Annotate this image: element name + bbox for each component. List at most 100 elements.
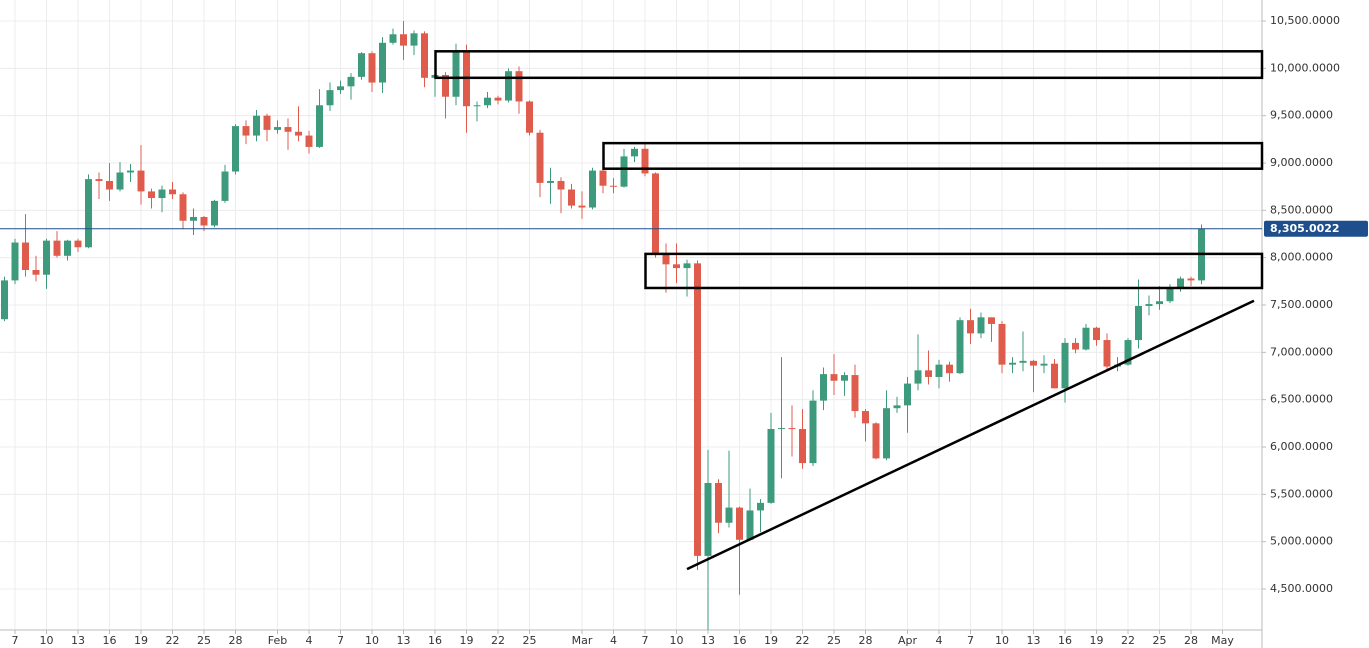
candle-body [872, 423, 880, 459]
x-tick-label: Mar [572, 634, 593, 647]
candle-body [851, 375, 859, 412]
x-tick-label: 16 [103, 634, 117, 647]
x-tick-label: Feb [268, 634, 287, 647]
candle-body [620, 156, 628, 187]
candle-body [242, 126, 250, 136]
price-zone [602, 141, 1264, 170]
candle-body [190, 216, 197, 221]
x-tick-label: 22 [166, 634, 180, 647]
x-tick-label: 13 [71, 634, 85, 647]
candle-body [799, 429, 806, 464]
candle-body [1072, 342, 1079, 350]
candle-body [746, 510, 754, 540]
candle-body [1177, 278, 1184, 288]
candle-body [11, 242, 19, 281]
candle-body [22, 242, 29, 270]
candle-body [337, 86, 344, 91]
candle-body [484, 97, 491, 106]
candle-body [914, 370, 922, 384]
candle-body [536, 132, 544, 183]
candle-body [305, 135, 313, 147]
candle-body [694, 263, 701, 556]
y-tick-label: 8,000.0000 [1270, 251, 1333, 264]
x-tick-label: 28 [1184, 634, 1198, 647]
candle-body [1, 280, 8, 320]
candle-body [32, 269, 40, 275]
candle-body [400, 34, 407, 46]
candle-body [64, 240, 71, 256]
candle-body [169, 189, 176, 195]
x-tick-label: 25 [827, 634, 841, 647]
candle-body [946, 364, 953, 374]
candle-body [74, 240, 82, 248]
candle-body [158, 189, 166, 199]
x-tick-label: 10 [995, 634, 1009, 647]
candle-body [221, 171, 229, 201]
x-tick-label: 10 [670, 634, 684, 647]
candle-body [662, 254, 670, 265]
x-tick-label: May [1211, 634, 1234, 647]
x-tick-label: 22 [796, 634, 810, 647]
candle-body [862, 411, 869, 424]
x-tick-label: 16 [733, 634, 747, 647]
candle-body [85, 179, 92, 248]
candle-body [326, 90, 334, 106]
candle-body [116, 172, 124, 190]
candle-body [1093, 327, 1100, 341]
candle-body [179, 194, 187, 221]
candle-body [389, 34, 397, 43]
y-tick-label: 7,000.0000 [1270, 345, 1333, 358]
candle-body [1030, 360, 1037, 366]
candle-body [1051, 363, 1058, 389]
x-tick-label: 13 [397, 634, 411, 647]
x-tick-label: 19 [134, 634, 148, 647]
candle-body [736, 507, 743, 540]
candle-body [1019, 360, 1027, 363]
candle-body [988, 317, 995, 324]
y-tick-label: 6,000.0000 [1270, 440, 1333, 453]
candle-body [284, 127, 292, 132]
y-tick-label: 9,500.0000 [1270, 109, 1333, 122]
candle-body [452, 51, 460, 97]
x-tick-label: 16 [428, 634, 442, 647]
candle-body [1040, 363, 1048, 366]
last-price-label: 8,305.0022 [1270, 222, 1340, 235]
x-tick-label: 28 [229, 634, 243, 647]
candle-body [148, 191, 155, 199]
candle-body [1061, 342, 1069, 389]
candle-body [379, 42, 386, 83]
candle-body [704, 482, 712, 556]
candle-body [127, 170, 134, 173]
candle-body [1135, 305, 1142, 341]
x-tick-label: 19 [460, 634, 474, 647]
y-tick-label: 10,000.0000 [1270, 61, 1340, 74]
candle-body [137, 170, 145, 192]
candle-body [421, 33, 428, 78]
y-tick-label: 7,500.0000 [1270, 298, 1333, 311]
trendline [686, 299, 1255, 571]
candle-body [568, 189, 575, 206]
x-tick-label: 19 [764, 634, 778, 647]
candle-body [1009, 362, 1016, 365]
x-tick-label: 19 [1090, 634, 1104, 647]
candle-body [43, 240, 50, 275]
candle-body [893, 405, 901, 409]
candle-body [599, 170, 607, 186]
candle-body [263, 115, 271, 130]
x-tick-label: 16 [1058, 634, 1072, 647]
x-tick-label: 7 [642, 634, 649, 647]
candle-body [473, 105, 481, 107]
candle-body [830, 374, 838, 381]
candle-body [442, 74, 449, 97]
candle-body [956, 320, 964, 374]
x-tick-label: 13 [701, 634, 715, 647]
price-zone [434, 50, 1264, 80]
x-tick-label: 28 [859, 634, 873, 647]
candle-body [1124, 340, 1132, 365]
candle-body [295, 131, 302, 136]
candle-body [841, 375, 848, 381]
x-tick-label: Apr [898, 634, 918, 647]
candle-body [1082, 327, 1090, 350]
candle-body [778, 428, 785, 430]
x-tick-label: 13 [1027, 634, 1041, 647]
